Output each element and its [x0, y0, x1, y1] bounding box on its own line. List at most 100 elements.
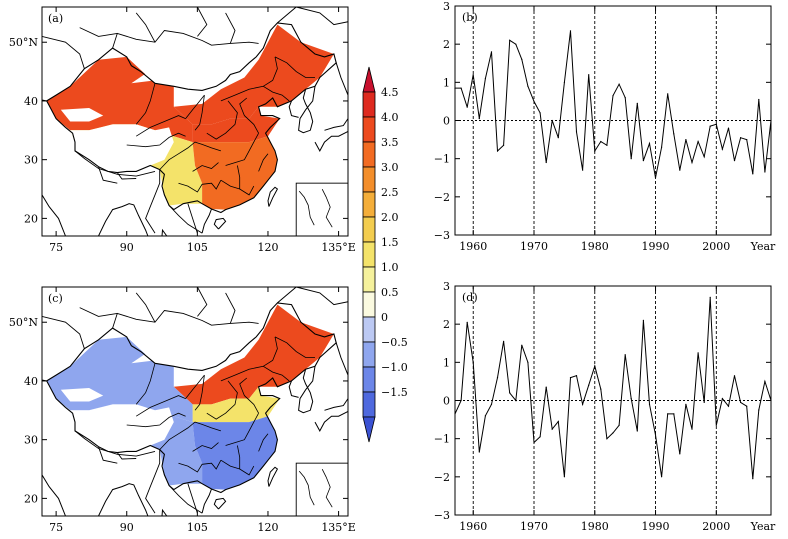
panel-c-coastline-1	[335, 342, 348, 376]
panel-a-border-2	[168, 205, 203, 234]
panel-a-province-line-14	[274, 56, 315, 78]
panel-b-point-2004	[740, 137, 742, 139]
panel-c-coastline-9	[201, 488, 212, 514]
panel-a-panel-label: (a)	[48, 12, 63, 25]
panel-a-missing-data-2	[60, 108, 104, 122]
panel-b-point-1983	[612, 95, 614, 97]
panel-a-x-tick-label-3: 120	[257, 241, 278, 254]
panel-b-point-1986	[630, 158, 632, 160]
panel-a-province-line-2	[159, 141, 222, 170]
panel-d-point-1992	[667, 413, 669, 415]
colorbar-segment-13	[362, 391, 376, 418]
panel-c-province-line-11	[185, 374, 205, 399]
colorbar-label-3: 3.0	[381, 161, 399, 174]
panel-b-point-1984	[618, 83, 620, 85]
panel-c-china-outline	[45, 302, 337, 494]
panel-d-point-1989	[648, 403, 651, 405]
panel-a-province-line-16	[194, 95, 205, 131]
colorbar-top-triangle	[362, 66, 376, 93]
panel-d-point-1962	[484, 415, 486, 417]
panel-a-province-line-1	[126, 132, 186, 148]
panel-b-point-2006	[752, 173, 754, 175]
panel-d-point-1979	[588, 384, 590, 386]
colorbar-label-7: 1.0	[381, 261, 399, 274]
panel-d-y-tick-label-2: 1	[443, 356, 450, 369]
panel-a-border-3	[187, 203, 198, 234]
panel-a-coastline-8	[161, 228, 168, 236]
panel-d-x-tick-label-2: 1980	[581, 520, 609, 533]
panel-d-point-1998	[703, 401, 705, 403]
panel-b-point-2005	[746, 139, 748, 141]
panel-d-point-1973	[551, 428, 553, 430]
panel-d-point-2004	[740, 401, 742, 403]
panel-c-province-line-5	[206, 380, 238, 420]
panel-d-point-2002	[727, 405, 730, 407]
panel-d-point-1996	[691, 428, 693, 430]
panel-d-point-2003	[733, 375, 736, 377]
panel-c-y-tick-label-1: 30	[24, 434, 38, 447]
panel-a-field-southeast	[192, 136, 278, 210]
panel-a-map-frame	[41, 6, 349, 237]
panel-b-point-1980	[594, 150, 596, 152]
panel-d-x-tick-label-0: 1960	[459, 520, 487, 533]
panel-c-missing-data-2	[60, 388, 104, 402]
panel-a-y-tick-label-3: 50°N	[9, 36, 38, 49]
panel-c-x-tick-label-3: 120	[257, 521, 278, 534]
colorbar-label-5: 2.0	[381, 211, 399, 224]
panel-d-point-1999	[709, 296, 711, 298]
panel-d-panel-label: (d)	[462, 291, 478, 304]
panel-b-point-1997	[697, 140, 699, 143]
panel-b-point-2008	[764, 171, 766, 173]
panel-b-point-1990	[654, 177, 657, 179]
panel-b-point-1964	[496, 150, 499, 152]
panel-a-x-tick-label-2: 105	[187, 241, 208, 254]
panel-d-x-tick-label-3: 1990	[642, 520, 670, 533]
panel-b-point-1966	[509, 39, 511, 41]
panel-d-point-1961	[478, 451, 480, 453]
panel-c-province-line-14	[274, 336, 315, 358]
panel-b-point-2003	[733, 160, 736, 162]
panel-d-point-1990	[654, 434, 657, 436]
panel-a-field-north	[192, 106, 280, 143]
panel-c-border-6	[112, 310, 259, 329]
colorbar-segment-7	[362, 241, 376, 268]
panel-c-province-line-12	[135, 363, 156, 405]
panel-a-province-line-0	[135, 115, 186, 137]
colorbar-segment-11	[362, 341, 376, 368]
panel-c-y-tick-label-2: 40	[24, 375, 38, 388]
panel-a-coastline-1	[335, 62, 348, 96]
colorbar-label-0: 4.5	[381, 86, 399, 99]
panel-d-point-1976	[569, 377, 572, 379]
panel-c-border-12	[116, 452, 137, 460]
panel-a-border-1	[145, 169, 161, 234]
colorbar-label-8: 0.5	[381, 286, 399, 299]
panel-c-coastline-6	[42, 474, 66, 516]
panel-d-point-2005	[746, 405, 748, 407]
panel-c-field-north	[192, 386, 280, 423]
panel-b-point-2000	[715, 123, 717, 125]
panel-b-y-tick-label-0: 3	[443, 0, 450, 13]
panel-d-point-1991	[661, 476, 663, 478]
panel-d-point-1987	[636, 430, 638, 432]
panel-d-point-1972	[545, 386, 547, 388]
panel-a-coastline-0	[277, 7, 348, 26]
panel-b-y-tick-label-1: 2	[443, 38, 450, 51]
panel-a-y-tick-label-2: 40	[24, 95, 38, 108]
panel-c-province-line-4	[192, 442, 219, 452]
panel-a-border-0	[74, 150, 156, 177]
panel-c-inset-coast	[298, 470, 315, 506]
panel-d-point-1968	[521, 344, 523, 346]
panel-d-y-tick-label-6: −3	[434, 509, 450, 522]
colorbar-label-11: −1.0	[381, 361, 408, 374]
panel-c-missing-data-0	[70, 404, 174, 453]
colorbar-segment-10	[362, 316, 376, 343]
panel-b-point-1959	[466, 106, 468, 108]
panel-b-point-2009	[770, 119, 772, 122]
panel-b-point-1974	[557, 137, 559, 139]
panel-b-point-1961	[478, 118, 480, 120]
panel-b-point-1996	[691, 161, 693, 164]
panel-c-coastline-5	[324, 398, 348, 411]
panel-d-point-1980	[594, 365, 596, 367]
panel-b-point-2007	[758, 98, 760, 101]
panel-d-point-2007	[758, 409, 760, 411]
